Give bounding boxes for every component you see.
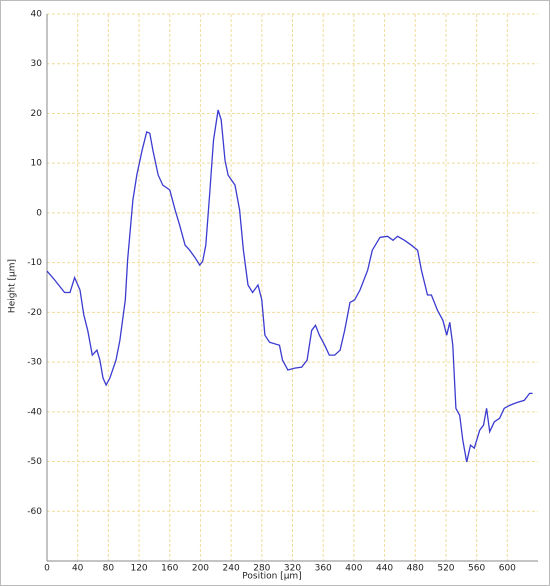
x-tick-label: 520 [437, 564, 454, 574]
y-tick-label: 30 [31, 59, 43, 69]
x-tick-label: 560 [468, 564, 485, 574]
x-tick-label: 480 [407, 564, 424, 574]
y-axis-label: Height [µm] [8, 259, 18, 313]
y-tick-label: -10 [27, 258, 42, 268]
y-tick-label: -40 [27, 407, 42, 417]
y-tick-label: -50 [27, 457, 42, 467]
x-tick-label: 360 [315, 564, 332, 574]
data-line [46, 109, 533, 463]
x-tick-label: 160 [161, 564, 178, 574]
x-tick-label: 0 [44, 564, 50, 574]
x-tick-label: 400 [345, 564, 362, 574]
x-tick-label: 440 [376, 564, 393, 574]
x-tick-label: 200 [192, 564, 209, 574]
x-tick-label: 280 [253, 564, 270, 574]
x-tick-label: 320 [284, 564, 301, 574]
x-tick-label: 80 [103, 564, 115, 574]
y-tick-label: -60 [27, 507, 42, 517]
y-tick-label: 20 [31, 109, 43, 119]
y-tick-label: -20 [27, 308, 42, 318]
y-tick-label: -30 [27, 358, 42, 368]
x-tick-label: 120 [130, 564, 147, 574]
y-tick-label: 0 [36, 208, 42, 218]
x-tick-label: 240 [223, 564, 240, 574]
x-tick-label: 40 [72, 564, 84, 574]
x-axis-label: Position [µm] [242, 572, 301, 582]
y-tick-label: 10 [31, 159, 43, 169]
x-tick-label: 600 [499, 564, 516, 574]
y-tick-label: 40 [31, 10, 43, 20]
